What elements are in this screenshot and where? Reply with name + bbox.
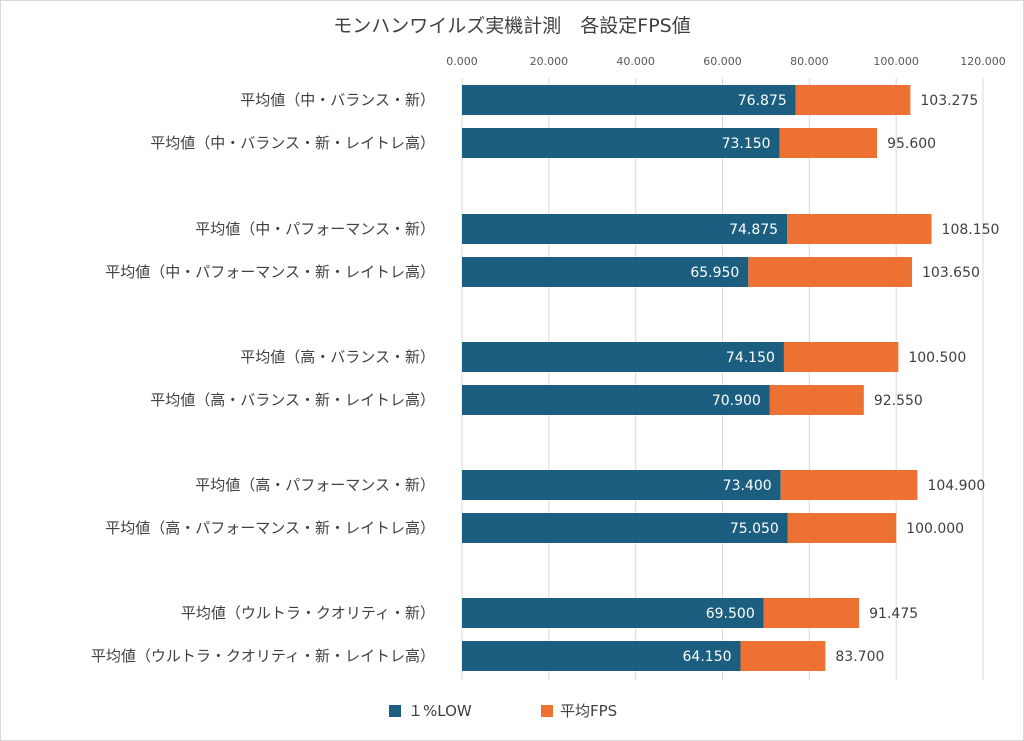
bar-average-fps xyxy=(783,342,899,372)
data-label-1pct-low: 64.150 xyxy=(683,649,732,665)
bar-1pct-low xyxy=(462,598,764,628)
category-label: 平均値（高・パフォーマンス・新・レイトレ高） xyxy=(105,519,435,537)
bar-1pct-low xyxy=(462,342,784,372)
data-label-average-fps: 103.275 xyxy=(920,93,978,109)
data-label-average-fps: 95.600 xyxy=(887,136,936,152)
data-label-1pct-low: 76.875 xyxy=(738,93,787,109)
bar-1pct-low xyxy=(462,214,788,244)
data-label-average-fps: 104.900 xyxy=(927,478,985,494)
bar-average-fps xyxy=(795,85,911,115)
data-label-average-fps: 83.700 xyxy=(835,649,884,665)
bar-1pct-low xyxy=(462,128,780,158)
x-axis-ticks: 0.000 20.000 40.000 60.000 80.000 100.000 120.… xyxy=(446,55,1006,68)
bar-1pct-low xyxy=(462,470,781,500)
bar-average-fps xyxy=(787,513,897,543)
data-label-1pct-low: 74.875 xyxy=(729,222,778,238)
data-label-1pct-low: 69.500 xyxy=(706,606,755,622)
data-label-1pct-low: 75.050 xyxy=(730,521,779,537)
category-labels: 平均値（中・バランス・新） 平均値（中・バランス・新・レイトレ高） 平均値（中・パフ… xyxy=(91,91,435,665)
data-label-1pct-low: 74.150 xyxy=(726,350,775,366)
legend-label: １%LOW xyxy=(408,702,472,720)
bar-average-fps xyxy=(748,257,913,287)
bar-average-fps xyxy=(787,214,932,244)
data-label-1pct-low: 65.950 xyxy=(690,265,739,281)
bar-1pct-low xyxy=(462,513,788,543)
x-tick-label: 0.000 xyxy=(446,55,478,68)
bars: 76.875 103.275 73.150 95.600 74.875 108.150 65… xyxy=(462,85,999,671)
category-label: 平均値（ウルトラ・クオリティ・新・レイトレ高） xyxy=(91,647,435,665)
category-label: 平均値（中・パフォーマンス・新・レイトレ高） xyxy=(105,263,435,281)
bar-1pct-low xyxy=(462,385,770,415)
category-label: 平均値（中・バランス・新・レイトレ高） xyxy=(150,134,435,152)
bar-average-fps xyxy=(769,385,864,415)
category-label: 平均値（中・バランス・新） xyxy=(240,91,435,109)
data-label-average-fps: 103.650 xyxy=(922,265,980,281)
x-tick-label: 60.000 xyxy=(703,55,742,68)
data-label-average-fps: 100.500 xyxy=(908,350,966,366)
legend-swatch xyxy=(541,705,553,717)
category-label: 平均値（高・バランス・新） xyxy=(240,348,435,366)
category-label: 平均値（高・パフォーマンス・新） xyxy=(195,476,435,494)
data-label-average-fps: 100.000 xyxy=(906,521,964,537)
x-tick-label: 120.000 xyxy=(960,55,1006,68)
data-label-1pct-low: 70.900 xyxy=(712,393,761,409)
data-label-1pct-low: 73.400 xyxy=(723,478,772,494)
bar-1pct-low xyxy=(462,641,741,671)
bar-average-fps xyxy=(780,470,918,500)
bar-average-fps xyxy=(779,128,878,158)
category-label: 平均値（高・バランス・新・レイトレ高） xyxy=(150,391,435,409)
x-tick-label: 100.000 xyxy=(873,55,919,68)
bar-average-fps xyxy=(763,598,860,628)
chart-title: モンハンワイルズ実機計測 各設定FPS値 xyxy=(333,15,690,37)
gridlines xyxy=(461,78,984,680)
legend-label: 平均FPS xyxy=(560,702,617,720)
x-tick-label: 20.000 xyxy=(530,55,569,68)
bar-average-fps xyxy=(740,641,826,671)
bar-1pct-low xyxy=(462,85,796,115)
category-label: 平均値（ウルトラ・クオリティ・新） xyxy=(181,604,435,622)
x-tick-label: 80.000 xyxy=(790,55,829,68)
data-label-average-fps: 108.150 xyxy=(942,222,1000,238)
x-tick-label: 40.000 xyxy=(616,55,655,68)
category-label: 平均値（中・パフォーマンス・新） xyxy=(195,220,435,238)
bar-1pct-low xyxy=(462,257,749,287)
data-label-average-fps: 91.475 xyxy=(869,606,918,622)
data-label-1pct-low: 73.150 xyxy=(722,136,771,152)
data-label-average-fps: 92.550 xyxy=(874,393,923,409)
legend: １%LOW 平均FPS xyxy=(389,702,617,720)
legend-swatch xyxy=(389,705,401,717)
